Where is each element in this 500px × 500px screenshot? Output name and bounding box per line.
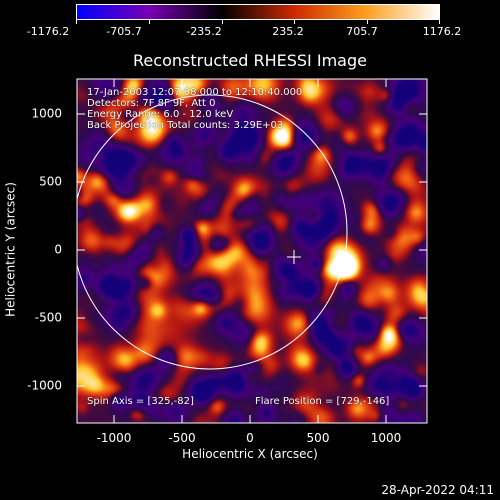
time-range-text: 17-Jan-2003 12:07:08.000 to 12:10:40.000 (87, 87, 303, 98)
y-tick-label: -1000 (27, 378, 62, 393)
energy-range-text: Energy Range: 6.0 - 12.0 keV (87, 109, 234, 120)
x-tick-label: 0 (246, 431, 254, 445)
y-tick-label: 1000 (31, 106, 62, 121)
colorbar-tick (149, 20, 150, 24)
colorbar-tick-label: -1176.2 (26, 25, 70, 38)
x-tick-label: 500 (306, 431, 330, 445)
plot-overlay (77, 94, 348, 370)
detectors-text: Detectors: 7F 8F 9F, Att 0 (87, 98, 216, 109)
spin-axis-text: Spin Axis = [325,-82] (87, 396, 194, 407)
y-axis-label: Heliocentric Y (arcsec) (3, 182, 18, 317)
colorbar-tick-label: -705.7 (106, 25, 142, 38)
plot-title: Reconstructed RHESSI Image (133, 51, 367, 70)
y-tick-label: -500 (34, 310, 62, 325)
solar-limb-circle (77, 94, 348, 370)
x-tick-label: -500 (168, 431, 196, 445)
y-tick-label: 0 (54, 242, 62, 257)
colorbar-tick (367, 20, 368, 24)
reconstructed-image (77, 79, 427, 423)
colorbar (76, 4, 440, 20)
method-counts-text: Back Projection Total counts: 3.29E+03 (87, 120, 284, 131)
colorbar-tick (222, 20, 223, 24)
colorbar-tick-label: 235.2 (272, 25, 304, 38)
colorbar-tick (294, 20, 295, 24)
colorbar-tick-label: 705.7 (346, 25, 378, 38)
plot-area: 17-Jan-2003 12:07:08.000 to 12:10:40.000… (77, 79, 427, 423)
generation-timestamp: 28-Apr-2022 04:11 (381, 483, 494, 497)
x-tick-label: -1000 (96, 431, 132, 445)
axes-frame (76, 78, 428, 424)
colorbar-tick-label: 1176.2 (422, 25, 462, 38)
flare-position-text: Flare Position = [729,-146] (255, 396, 390, 407)
x-tick-label: 1000 (370, 431, 402, 445)
colorbar-tick (76, 20, 77, 24)
colorbar-tick (439, 20, 440, 24)
y-tick-label: 500 (39, 174, 62, 189)
colorbar-tick-label: -235.2 (186, 25, 222, 38)
x-axis-label: Heliocentric X (arcsec) (182, 447, 318, 461)
